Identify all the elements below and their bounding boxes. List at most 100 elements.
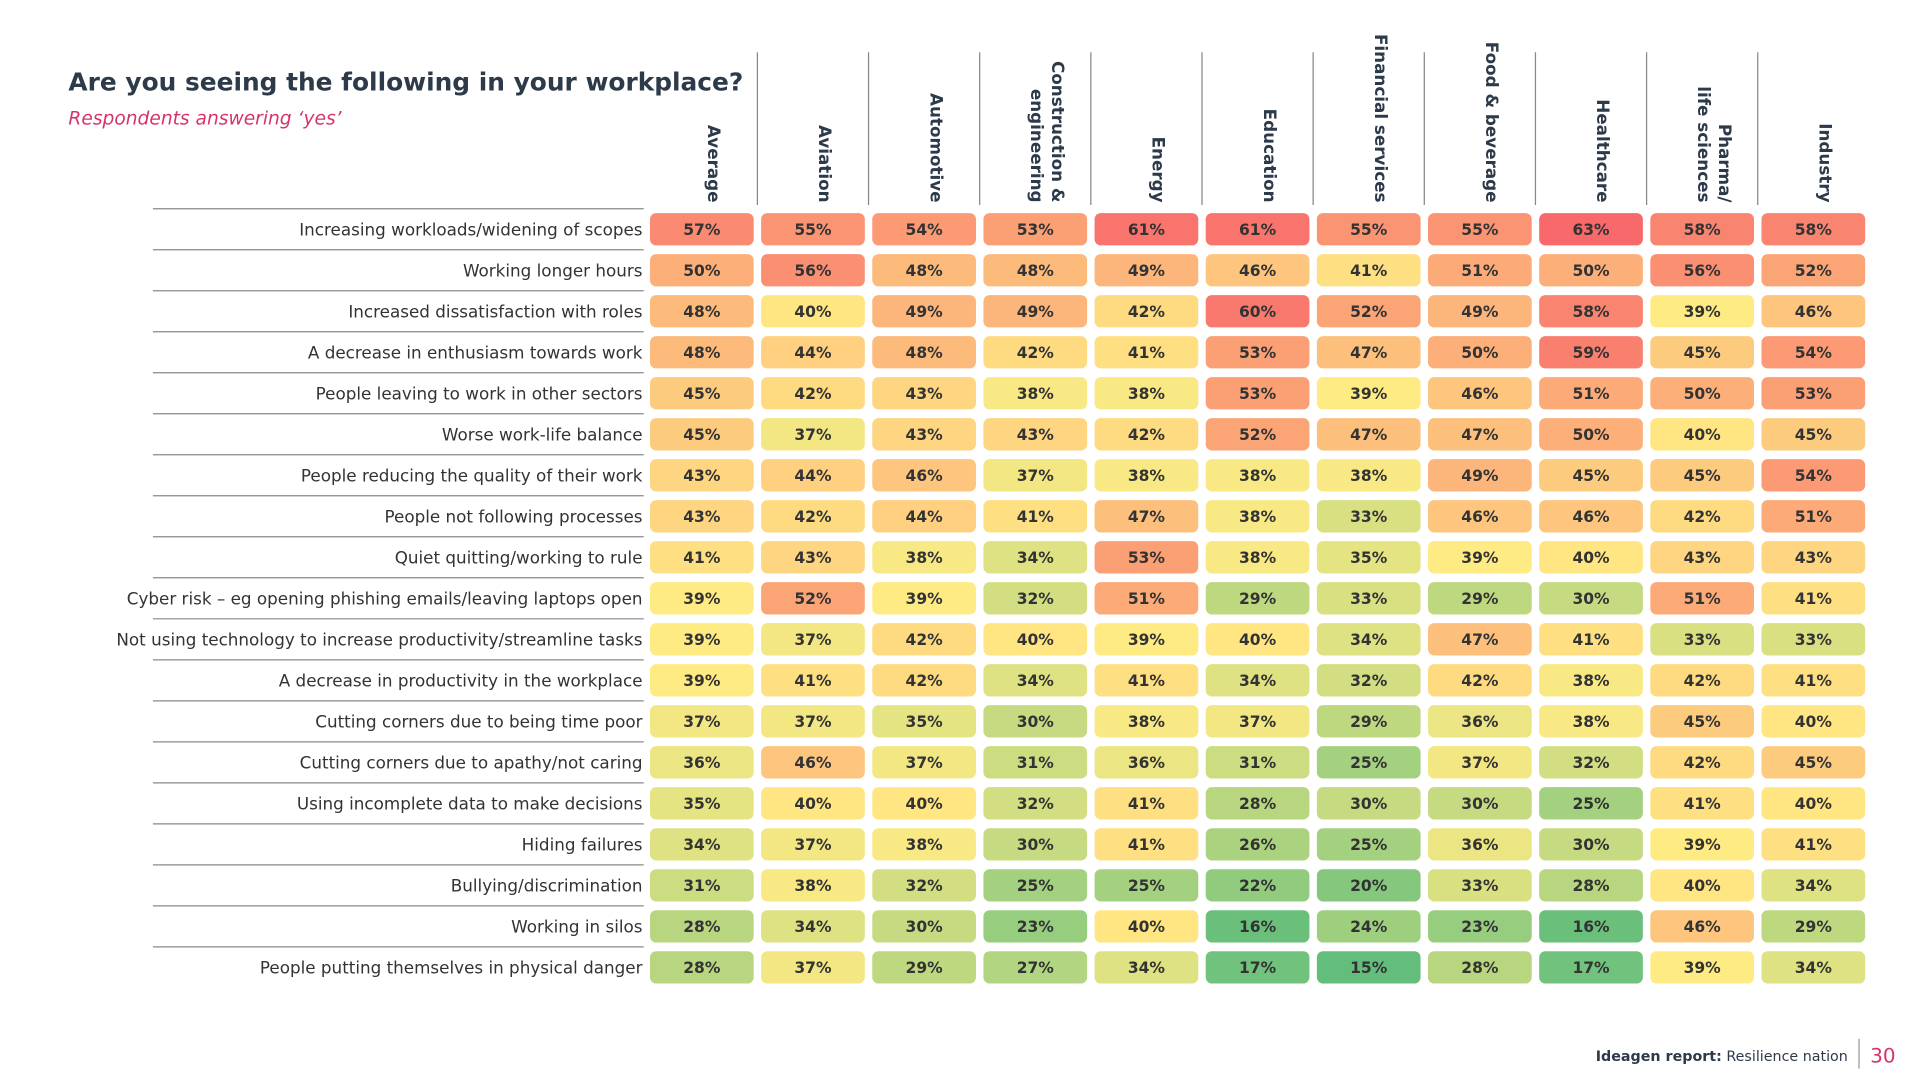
heat-cell bbox=[1761, 418, 1866, 451]
heat-cell bbox=[983, 828, 1088, 861]
heat-cell bbox=[1428, 746, 1532, 779]
cell-label: 31% bbox=[1017, 754, 1055, 772]
heat-cell bbox=[1650, 295, 1755, 328]
cell-label: 46% bbox=[1795, 303, 1833, 321]
cell-label: 46% bbox=[1572, 508, 1610, 526]
cell-label: 43% bbox=[906, 385, 944, 403]
footer: Ideagen report: Resilience nation bbox=[1596, 1049, 1848, 1065]
heat-cell bbox=[872, 295, 976, 328]
heat-cell bbox=[1539, 582, 1643, 615]
heat-cell bbox=[649, 623, 754, 656]
heat-cell bbox=[1650, 582, 1755, 615]
heat-cell bbox=[872, 664, 976, 697]
cell-label: 54% bbox=[906, 221, 944, 239]
cell-label: 28% bbox=[1572, 877, 1610, 895]
cell-label: 17% bbox=[1239, 959, 1277, 977]
cell-label: 36% bbox=[1128, 754, 1166, 772]
heat-cell bbox=[761, 664, 865, 697]
cell-label: 47% bbox=[1350, 426, 1388, 444]
heat-cell bbox=[1650, 254, 1755, 287]
cell-label: 36% bbox=[683, 754, 721, 772]
heat-cell bbox=[1205, 664, 1310, 697]
cell-label: 51% bbox=[1795, 508, 1833, 526]
cell-label: 43% bbox=[906, 426, 944, 444]
heat-cell bbox=[649, 582, 754, 615]
heat-cell bbox=[1761, 951, 1866, 984]
cell-label: 43% bbox=[794, 549, 832, 567]
cell-label: 33% bbox=[1461, 877, 1499, 895]
cell-label: 41% bbox=[1684, 795, 1722, 813]
heat-cell bbox=[1539, 705, 1643, 738]
column-header: Industry bbox=[1816, 123, 1836, 202]
cell-label: 54% bbox=[1795, 344, 1833, 362]
cell-label: 51% bbox=[1461, 262, 1499, 280]
cell-label: 37% bbox=[1017, 467, 1055, 485]
cell-label: 47% bbox=[1350, 344, 1388, 362]
cell-label: 44% bbox=[906, 508, 944, 526]
heat-cell bbox=[761, 951, 865, 984]
heat-cell bbox=[1428, 869, 1532, 902]
cell-label: 16% bbox=[1239, 918, 1277, 936]
cell-label: 25% bbox=[1350, 836, 1388, 854]
heat-cell bbox=[1761, 869, 1866, 902]
cell-label: 49% bbox=[1017, 303, 1055, 321]
heat-cell bbox=[1539, 828, 1643, 861]
cell-label: 38% bbox=[1350, 467, 1388, 485]
heat-cell bbox=[1316, 910, 1421, 943]
heat-cell bbox=[1539, 213, 1643, 246]
cell-label: 40% bbox=[1795, 795, 1833, 813]
cell-label: 54% bbox=[1795, 467, 1833, 485]
heat-cell bbox=[761, 828, 865, 861]
row-label: Working in silos bbox=[511, 917, 642, 937]
cell-label: 39% bbox=[683, 672, 721, 690]
cell-label: 42% bbox=[794, 508, 832, 526]
heat-cell bbox=[649, 213, 754, 246]
heat-cell bbox=[761, 213, 865, 246]
cell-label: 43% bbox=[1795, 549, 1833, 567]
cell-label: 30% bbox=[906, 918, 944, 936]
heat-cell bbox=[761, 910, 865, 943]
heat-cell bbox=[1094, 705, 1199, 738]
heat-cell bbox=[761, 500, 865, 533]
cell-label: 43% bbox=[683, 508, 721, 526]
heat-cell bbox=[1539, 869, 1643, 902]
heat-cell bbox=[1761, 500, 1866, 533]
cell-label: 20% bbox=[1350, 877, 1388, 895]
heat-cell bbox=[1539, 746, 1643, 779]
heat-cell bbox=[1650, 623, 1755, 656]
cell-label: 24% bbox=[1350, 918, 1388, 936]
heat-cell bbox=[1205, 213, 1310, 246]
heat-cell bbox=[1205, 582, 1310, 615]
heat-cell bbox=[1539, 951, 1643, 984]
cell-label: 39% bbox=[1461, 549, 1499, 567]
heat-cell bbox=[1094, 664, 1199, 697]
cell-label: 34% bbox=[1128, 959, 1166, 977]
row-label: Hiding failures bbox=[522, 835, 643, 855]
heat-cell bbox=[649, 869, 754, 902]
cell-label: 32% bbox=[1350, 672, 1388, 690]
cell-label: 33% bbox=[1350, 590, 1388, 608]
cell-label: 38% bbox=[1239, 508, 1277, 526]
cell-label: 41% bbox=[1128, 795, 1166, 813]
cell-label: 38% bbox=[1128, 467, 1166, 485]
cell-label: 52% bbox=[794, 590, 832, 608]
cell-label: 55% bbox=[1350, 221, 1388, 239]
row-label: Using incomplete data to make decisions bbox=[297, 794, 643, 814]
cell-label: 40% bbox=[1017, 631, 1055, 649]
cell-label: 33% bbox=[1350, 508, 1388, 526]
heat-cell bbox=[872, 418, 976, 451]
heat-cell bbox=[1650, 787, 1755, 820]
column-header: Average bbox=[704, 125, 724, 203]
heat-cell bbox=[761, 787, 865, 820]
cell-label: 39% bbox=[1684, 303, 1722, 321]
heat-cell bbox=[1205, 746, 1310, 779]
cell-label: 46% bbox=[1239, 262, 1277, 280]
heat-cell bbox=[1761, 910, 1866, 943]
heat-cell bbox=[1761, 377, 1866, 410]
heat-cell bbox=[1761, 541, 1866, 574]
cell-label: 25% bbox=[1350, 754, 1388, 772]
heat-cell bbox=[1205, 254, 1310, 287]
heat-cell bbox=[983, 295, 1088, 328]
cell-label: 32% bbox=[906, 877, 944, 895]
